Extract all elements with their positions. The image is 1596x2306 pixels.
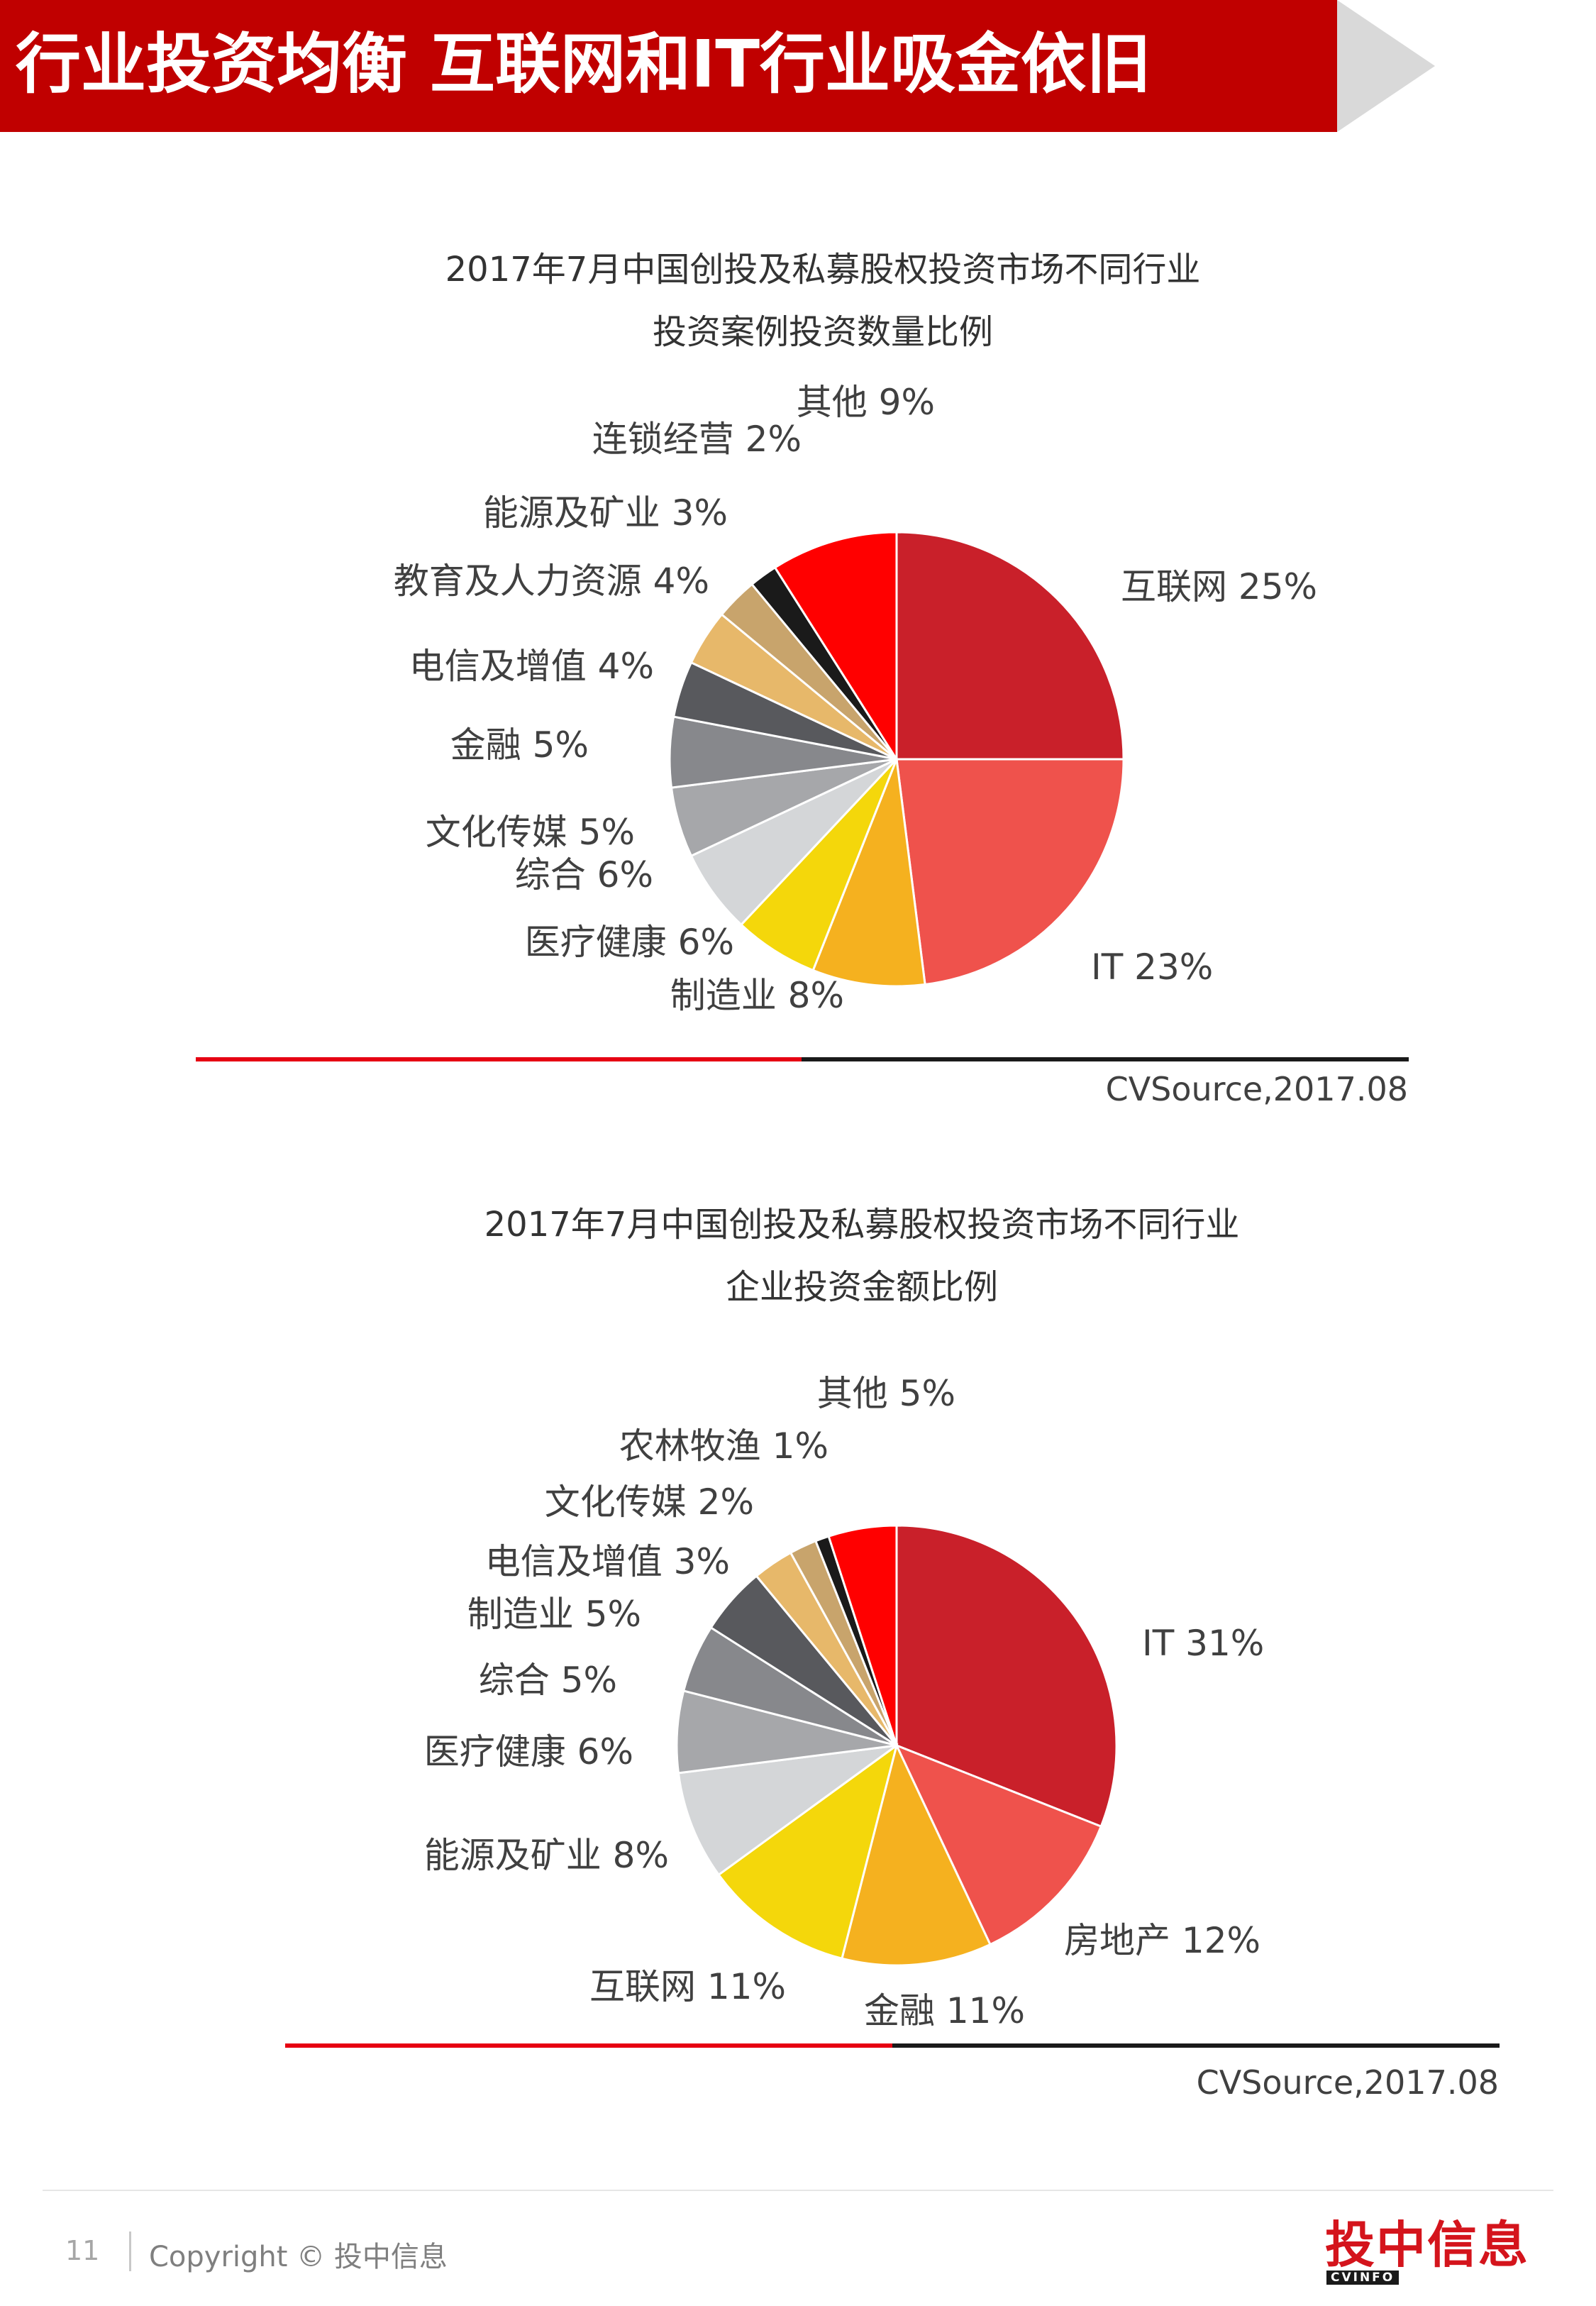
footer-separator <box>129 2231 131 2271</box>
slice-label: 农林牧渔 1% <box>619 1425 829 1467</box>
chart1-source: CVSource,2017.08 <box>1105 1070 1408 1108</box>
pie-slice <box>677 1744 897 1877</box>
pie-chart-case-count: 互联网 25% IT 23% 制造业 8% 医疗健康 6% 综合 6%文化传媒 5% 金融… <box>196 382 1409 1061</box>
cvinfo-logo: 投中信息 CVINFO <box>1325 2219 1531 2285</box>
slice-label: 能源及矿业 8% <box>424 1835 669 1876</box>
logo-brand: 投中信息 <box>1325 2216 1529 2274</box>
slice-label: 其他 9% <box>797 382 935 423</box>
pie-slice <box>841 1742 992 1967</box>
slice-label: 电信及增值 4% <box>409 646 654 687</box>
pie-slice <box>773 531 898 763</box>
pie-slice <box>894 1743 1103 1946</box>
chart1-title-line2: 投资案例投资数量比例 <box>652 312 993 352</box>
footer-rule <box>43 2190 1553 2191</box>
slice-label: 能源及矿业 3% <box>483 492 728 534</box>
chart2-title-line2: 企业投资金额比例 <box>725 1267 998 1307</box>
page-number: 11 <box>65 2235 100 2266</box>
slice-label: 制造业 5% <box>467 1594 641 1635</box>
slice-label: 综合 5% <box>479 1660 617 1701</box>
slice-label: 文化传媒 2% <box>545 1482 754 1523</box>
slice-label: 连锁经营 2% <box>592 419 802 460</box>
slice-label: 文化传媒 5% <box>426 812 635 853</box>
slice-label: 医疗健康 6% <box>525 922 734 963</box>
pie-slice <box>827 1524 898 1746</box>
slice-label: 金融 11% <box>864 1990 1025 2031</box>
slice-label: 教育及人力资源 4% <box>394 561 709 602</box>
chart2-title: 2017年7月中国创投及私募股权投资市场不同行业 企业投资金额比例 <box>365 1193 1358 1318</box>
header-bar <box>0 0 1337 132</box>
slice-label: 其他 5% <box>817 1373 955 1414</box>
header-arrow-icon <box>1337 0 1435 132</box>
slice-label: 电信及增值 3% <box>485 1541 730 1582</box>
pie-slice <box>739 758 898 972</box>
page-title: 行业投资均衡 互联网和IT行业吸金依旧 <box>16 26 1152 102</box>
slice-label: 制造业 8% <box>670 975 844 1016</box>
slice-label: 综合 6% <box>515 854 653 895</box>
pie-chart-investment-amount: IT 31% 房地产 12% 金融 11% 互联网 11% 能源及矿业 8% 医疗健康 6… <box>285 1373 1500 2048</box>
chart2-title-line1: 2017年7月中国创投及私募股权投资市场不同行业 <box>484 1205 1240 1245</box>
slice-label: 金融 5% <box>450 724 589 766</box>
slice-label: 医疗健康 6% <box>424 1731 633 1772</box>
slice-label: 房地产 12% <box>1064 1920 1260 1961</box>
arrow-shape <box>1337 0 1435 132</box>
pie-slice <box>895 1524 1118 1828</box>
copyright-text: Copyright © 投中信息 <box>149 2241 448 2273</box>
slice-label: IT 23% <box>1091 947 1213 988</box>
chart2-source: CVSource,2017.08 <box>1196 2063 1499 2102</box>
slice-label: 互联网 25% <box>1121 566 1317 607</box>
pie-slice <box>895 758 1125 986</box>
chart1-title: 2017年7月中国创投及私募股权投资市场不同行业 投资案例投资数量比例 <box>326 238 1319 363</box>
pie-slice <box>895 531 1125 761</box>
pie-slice <box>811 758 926 988</box>
slice-label: IT 31% <box>1142 1623 1264 1664</box>
chart1-title-line1: 2017年7月中国创投及私募股权投资市场不同行业 <box>445 250 1201 289</box>
pie-slice <box>689 758 898 927</box>
slice-label: 互联网 11% <box>589 1966 786 2007</box>
pie-slice <box>717 1743 899 1960</box>
logo-sub: CVINFO <box>1326 2271 1400 2285</box>
